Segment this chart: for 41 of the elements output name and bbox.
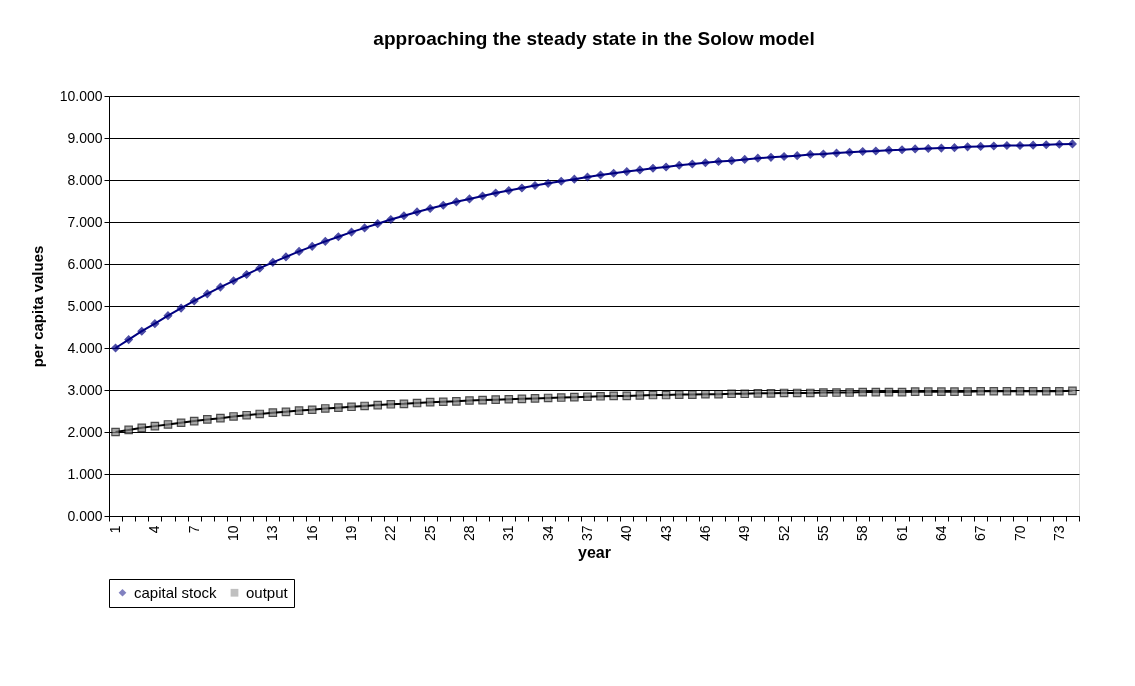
- x-tick-label: 70: [1011, 525, 1028, 542]
- x-tick-label: 16: [303, 525, 320, 542]
- y-tick-label: 9.000: [67, 129, 103, 146]
- x-tick-label: 46: [696, 525, 713, 542]
- legend-label: capital stock: [134, 583, 218, 601]
- y-tick-label: 5.000: [67, 297, 103, 314]
- x-tick-label: 55: [814, 525, 831, 542]
- y-tick-label: 3.000: [67, 381, 103, 398]
- y-tick-label: 7.000: [67, 213, 103, 230]
- x-tick-label: 64: [932, 525, 949, 542]
- x-tick-label: 25: [421, 525, 438, 542]
- x-tick-label: 40: [618, 525, 635, 542]
- x-tick-label: 43: [657, 525, 674, 542]
- x-tick-label: 52: [775, 525, 792, 542]
- y-tick-label: 2.000: [67, 423, 103, 440]
- x-tick-label: 67: [972, 525, 989, 542]
- x-tick-label: 28: [460, 525, 477, 542]
- x-tick-label: 37: [578, 525, 595, 542]
- x-tick-label: 58: [854, 525, 871, 542]
- x-tick-label: 13: [264, 525, 281, 542]
- x-tick-label: 19: [343, 525, 359, 542]
- y-axis-title: per capita values: [28, 245, 46, 368]
- y-tick-label: 10.000: [59, 87, 103, 104]
- x-axis-title: year: [578, 544, 611, 562]
- x-tick-label: 7: [185, 525, 202, 534]
- x-tick-label: 49: [736, 525, 753, 542]
- x-tick-label: 1: [107, 525, 124, 534]
- y-tick-label: 4.000: [67, 339, 103, 356]
- x-tick-label: 61: [893, 525, 910, 542]
- chart-title: approaching the steady state in the Solow model: [373, 28, 815, 49]
- legend-label: output: [246, 583, 289, 601]
- x-tick-label: 34: [539, 525, 556, 542]
- y-tick-label: 6.000: [67, 255, 103, 272]
- y-tick-label: 8.000: [67, 171, 103, 188]
- x-tick-label: 73: [1050, 525, 1067, 542]
- x-tick-label: 31: [500, 525, 517, 542]
- y-tick-label: 1.000: [67, 465, 103, 482]
- y-tick-label: 0.000: [67, 507, 103, 524]
- x-tick-label: 22: [382, 525, 399, 542]
- x-tick-label: 10: [225, 525, 242, 542]
- x-tick-label: 4: [146, 525, 163, 534]
